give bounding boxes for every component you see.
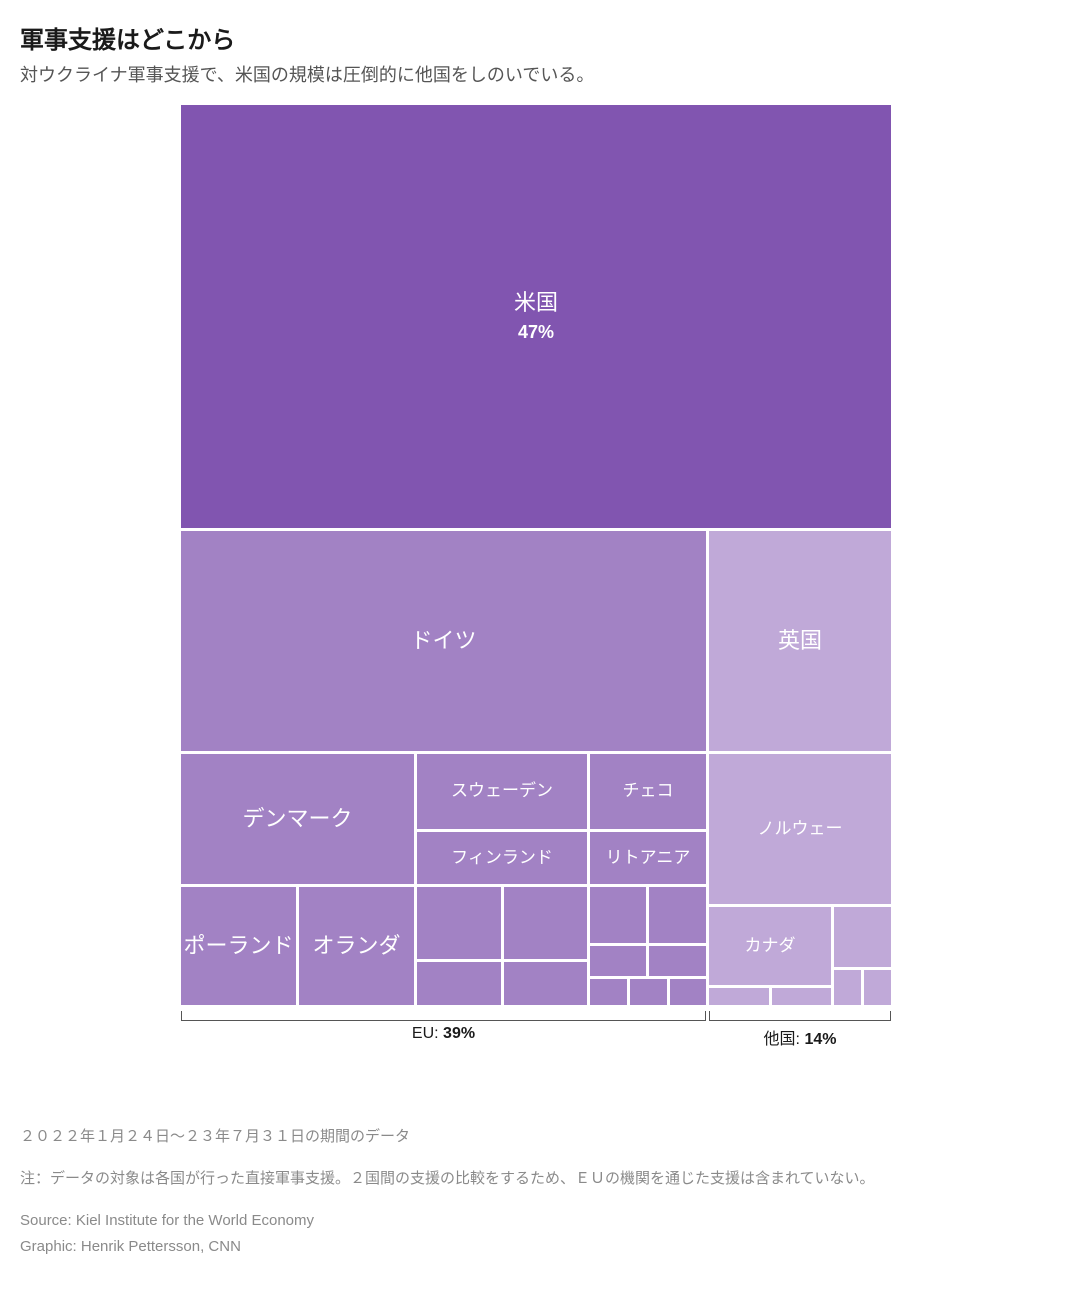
group-bracket-label: EU: 39% [181, 1025, 706, 1043]
tile-label: ドイツ [410, 627, 476, 656]
treemap-tile [504, 887, 587, 959]
treemap-tile [590, 887, 646, 943]
treemap-tile: フィンランド [417, 832, 587, 884]
tile-label: 英国 [778, 627, 822, 656]
group-bracket-label: 他国: 14% [709, 1025, 891, 1049]
treemap-tile: オランダ [299, 887, 414, 1005]
treemap-tile [649, 946, 706, 976]
chart-subtitle: 対ウクライナ軍事支援で、米国の規模は圧倒的に他国をしのいでいる。 [20, 61, 1052, 87]
tile-label: ポーランド [183, 932, 293, 961]
treemap-tile [504, 962, 587, 1005]
treemap-container: 米国 47% ドイツデンマークポーランドオランダ スウェーデン チェコフィンランド リトア… [181, 105, 891, 1055]
treemap-tile [709, 988, 769, 1005]
treemap-tile: ドイツ [181, 531, 706, 751]
group-bracket [181, 1011, 706, 1021]
tile-label: ノルウェー [758, 818, 843, 840]
treemap-tile [772, 988, 831, 1005]
treemap-tile [649, 887, 706, 943]
treemap-tile [630, 979, 667, 1005]
group-bracket [709, 1011, 891, 1021]
treemap: 米国 47% ドイツデンマークポーランドオランダ スウェーデン チェコフィンランド リトア… [181, 105, 891, 1005]
treemap-tile [670, 979, 706, 1005]
tile-label: チェコ [623, 780, 674, 802]
treemap-tile: ポーランド [181, 887, 296, 1005]
treemap-tile: スウェーデン [417, 754, 587, 829]
footnote-note: 注：データの対象は各国が行った直接軍事支援。２国間の支援の比較をするため、ＥＵの… [20, 1167, 1052, 1191]
footnote-graphic: Graphic: Henrik Pettersson, CNN [20, 1235, 1052, 1259]
chart-title: 軍事支援はどこから [20, 20, 1052, 55]
treemap-tile: 米国 47% [181, 105, 891, 528]
treemap-tile [864, 970, 891, 1005]
treemap-tile [590, 979, 627, 1005]
tile-label: デンマーク [242, 805, 352, 834]
treemap-tile: カナダ [709, 907, 831, 985]
treemap-tile [590, 946, 646, 976]
tile-value: 47% [518, 321, 554, 344]
treemap-tile [417, 887, 501, 959]
tile-label: リトアニア [606, 847, 691, 869]
footnote-source: Source: Kiel Institute for the World Eco… [20, 1209, 1052, 1233]
treemap-tile: デンマーク [181, 754, 414, 884]
treemap-tile: ノルウェー [709, 754, 891, 904]
treemap-tile [834, 970, 861, 1005]
footnotes: ２０２２年１月２４日～２３年７月３１日の期間のデータ 注：データの対象は各国が行… [20, 1125, 1052, 1259]
tile-label: スウェーデン [451, 780, 553, 802]
treemap-tile [834, 907, 891, 967]
tile-label: オランダ [312, 932, 400, 961]
footnote-period: ２０２２年１月２４日～２３年７月３１日の期間のデータ [20, 1125, 1052, 1149]
treemap-tile: チェコ [590, 754, 706, 829]
tile-label: カナダ [745, 935, 796, 957]
treemap-tile: 英国 [709, 531, 891, 751]
treemap-tile: リトアニア [590, 832, 706, 884]
treemap-tile [417, 962, 501, 1005]
tile-label: フィンランド [451, 847, 553, 869]
tile-label: 米国 [514, 289, 558, 318]
